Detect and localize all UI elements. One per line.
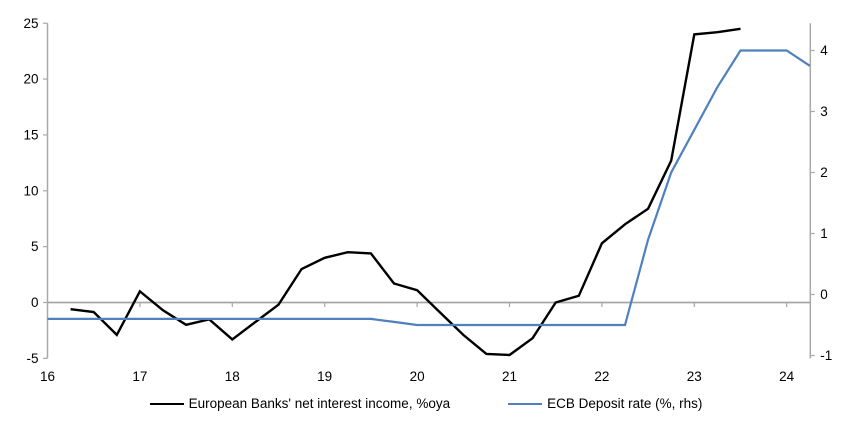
legend-item-net-interest-income: European Banks' net interest income, %oy…: [149, 396, 451, 411]
legend-item-ecb-deposit-rate: ECB Deposit rate (%, rhs): [508, 396, 702, 411]
left-axis-tick-label: -5: [26, 351, 38, 366]
legend-label-net-interest-income: European Banks' net interest income, %oy…: [188, 396, 451, 411]
black-line-swatch-icon: [149, 402, 184, 405]
x-axis-tick-label: 21: [502, 369, 517, 384]
x-axis-tick-label: 24: [779, 369, 795, 384]
x-axis-tick-label: 23: [687, 369, 702, 384]
right-axis-tick-label: 1: [820, 226, 828, 241]
left-axis-tick-label: 15: [23, 127, 38, 142]
x-axis-tick-label: 16: [40, 369, 55, 384]
right-axis-tick-label: 3: [820, 104, 828, 119]
left-axis-tick-label: 25: [23, 16, 38, 31]
x-axis-tick-label: 22: [594, 369, 609, 384]
chart-legend: European Banks' net interest income, %oy…: [0, 396, 852, 411]
left-axis-tick-label: 5: [31, 239, 39, 254]
right-axis-tick-label: 2: [820, 165, 828, 180]
right-axis-tick-label: 0: [820, 287, 828, 302]
series-line-ecb-deposit-rate: [47, 49, 811, 327]
blue-line-swatch-icon: [508, 402, 543, 405]
x-axis-tick-label: 20: [410, 369, 425, 384]
left-axis-tick-label: 10: [23, 183, 38, 198]
legend-label-ecb-deposit-rate: ECB Deposit rate (%, rhs): [547, 396, 703, 411]
right-axis-tick-label: 4: [820, 43, 828, 58]
x-axis-tick-label: 18: [225, 369, 240, 384]
left-axis-tick-label: 20: [23, 72, 38, 87]
x-axis-tick-label: 19: [317, 369, 332, 384]
right-axis-tick-label: -1: [820, 348, 832, 363]
left-axis-tick-label: 0: [31, 295, 39, 310]
x-axis-tick-label: 17: [132, 369, 147, 384]
series-line-net-interest-income: [70, 27, 741, 357]
